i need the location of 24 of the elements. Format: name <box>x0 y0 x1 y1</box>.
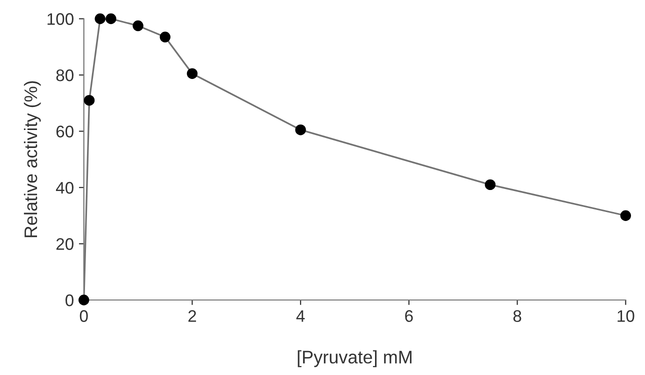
y-tick-label: 20 <box>56 238 74 250</box>
x-tick-label: 6 <box>405 310 413 322</box>
point <box>484 179 496 190</box>
point <box>132 20 144 32</box>
x-tick-label: 8 <box>513 310 522 322</box>
y-tick-label: 80 <box>56 69 74 82</box>
y-tick-label: 40 <box>56 182 74 194</box>
point <box>78 294 90 306</box>
point <box>295 124 306 136</box>
x-tick-label: 0 <box>80 310 88 322</box>
y-tick-label: 100 <box>48 13 74 25</box>
y-axis-title: Relative activity (%) <box>24 81 41 238</box>
y-tick-label: 60 <box>56 126 74 138</box>
x-tick-label: 2 <box>188 310 196 322</box>
x-axis-title: [Pyruvate] mM <box>298 350 412 368</box>
x-tick-label: 4 <box>296 310 305 322</box>
point <box>94 13 106 24</box>
x-tick-label: 10 <box>618 310 634 322</box>
point <box>186 68 198 79</box>
point <box>106 13 116 24</box>
point <box>620 210 632 221</box>
point <box>84 94 95 106</box>
point <box>160 32 170 42</box>
y-tick-label: 0 <box>66 294 74 306</box>
